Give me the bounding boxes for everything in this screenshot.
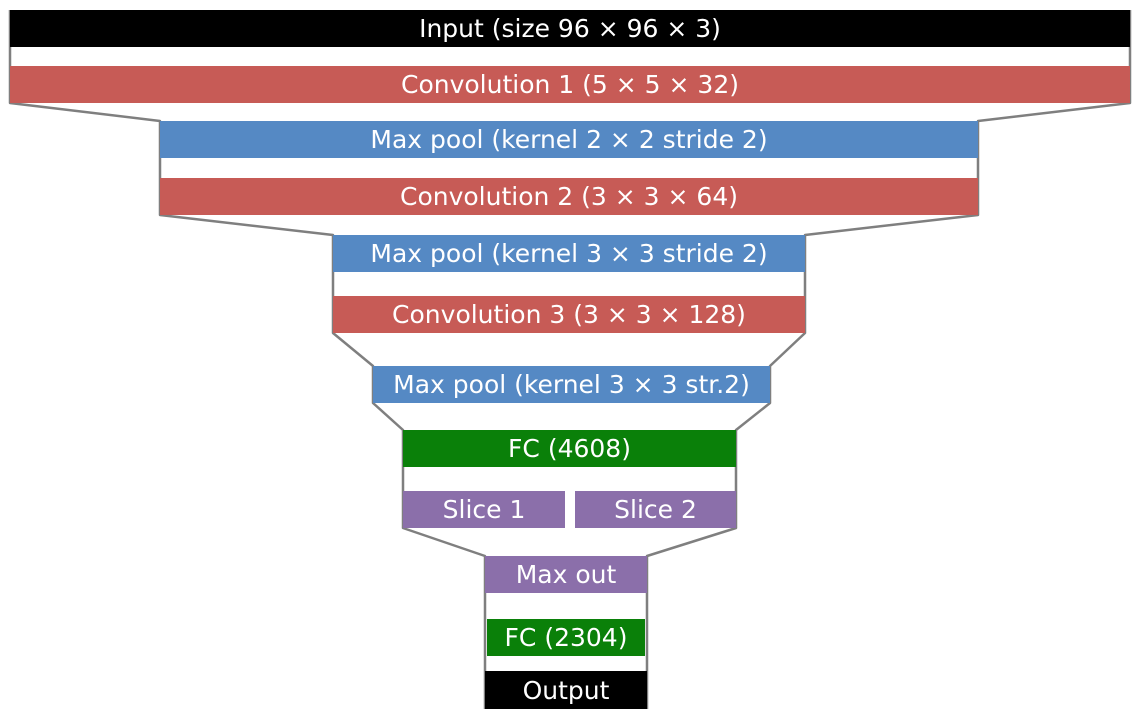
convolution-1-layer: Convolution 1 (5 × 5 × 32) [10,66,1130,103]
fully-connected-2-layer: FC (2304) [487,619,645,656]
max-pool-1-layer: Max pool (kernel 2 × 2 stride 2) [160,121,978,158]
max-pool-3-layer: Max pool (kernel 3 × 3 str.2) [373,366,770,403]
max-out-layer: Max out [485,556,647,593]
slice-1-layer: Slice 1 [403,491,565,528]
output-layer: Output [485,671,647,709]
convolution-2-layer: Convolution 2 (3 × 3 × 64) [160,178,978,215]
convolution-3-layer: Convolution 3 (3 × 3 × 128) [333,296,805,333]
fully-connected-1-layer: FC (4608) [403,430,736,467]
slice-2-layer: Slice 2 [575,491,736,528]
input-layer: Input (size 96 × 96 × 3) [10,10,1130,47]
max-pool-2-layer: Max pool (kernel 3 × 3 stride 2) [333,235,805,272]
